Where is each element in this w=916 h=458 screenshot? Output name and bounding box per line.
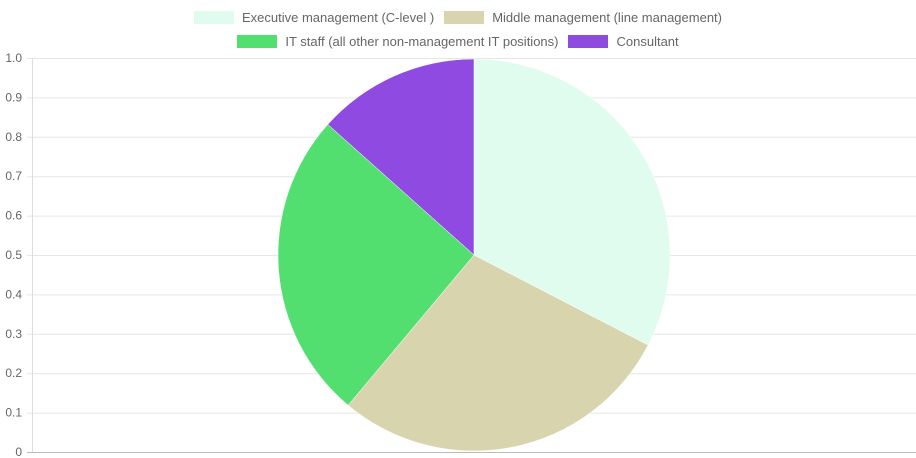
- pie-slice: [473, 58, 671, 346]
- legend-label: Executive management (C-level ): [242, 9, 435, 25]
- legend-item[interactable]: IT staff (all other non-management IT po…: [237, 34, 558, 49]
- legend-label: IT staff (all other non-management IT po…: [285, 33, 559, 49]
- y-tick-label: 0.7: [5, 169, 22, 183]
- y-tick-label: 0.2: [5, 366, 22, 380]
- legend: Executive management (C-level ) Middle ma…: [0, 5, 916, 53]
- y-tick-label: 0.4: [5, 287, 22, 301]
- y-tick-label: 1.0: [5, 51, 22, 65]
- y-tick-label: 0: [15, 445, 22, 458]
- y-tick-label: 0.6: [5, 209, 22, 223]
- legend-label: Middle management (line management): [492, 9, 722, 25]
- pie-slice: [347, 254, 649, 452]
- legend-swatch: [444, 10, 485, 24]
- y-tick-label: 0.9: [5, 90, 22, 104]
- legend-label: Consultant: [616, 33, 679, 49]
- y-tick-label: 0.3: [5, 327, 22, 341]
- y-tick-label: 0.5: [5, 248, 22, 262]
- pie-slice: [327, 58, 475, 256]
- legend-item[interactable]: Middle management (line management): [444, 10, 722, 25]
- legend-swatch: [568, 34, 609, 48]
- legend-item[interactable]: Consultant: [568, 33, 679, 49]
- legend-swatch: [237, 34, 278, 48]
- legend-item[interactable]: Executive management (C-level ): [194, 10, 434, 25]
- legend-swatch: [194, 10, 234, 24]
- pie-slice: [277, 124, 475, 406]
- y-tick-label: 0.1: [5, 406, 22, 420]
- y-tick-label: 0.8: [5, 130, 22, 144]
